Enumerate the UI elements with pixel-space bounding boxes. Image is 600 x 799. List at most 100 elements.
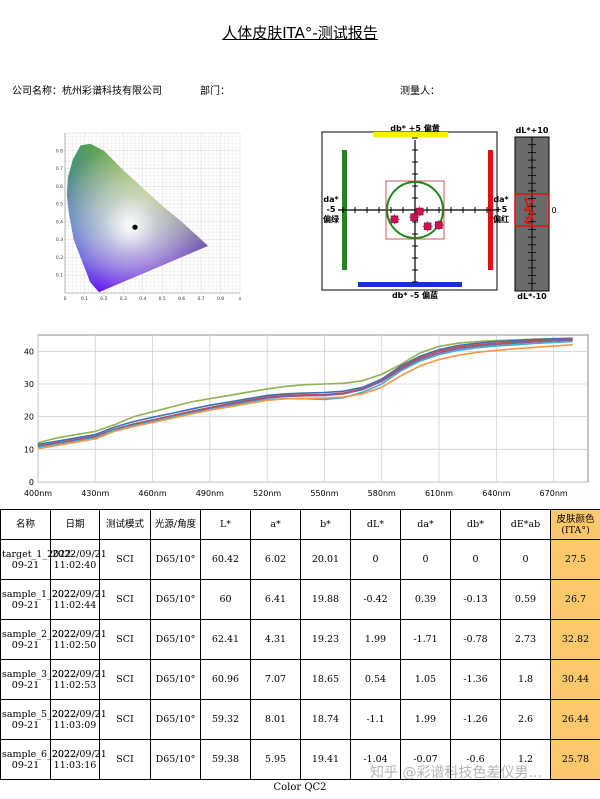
cie-x-tick-label: 0.6	[178, 296, 185, 302]
table-cell-dL: -1.04	[350, 739, 401, 780]
table-cell-b: 19.41	[300, 739, 351, 780]
table-cell-mode: SCI	[99, 699, 151, 740]
cie-axes: 0 0.1 0.2 0.3 0.4 0.5 0.6 0.7 0.8 x 0.8 0.7 0.6 0.5 0.…	[56, 133, 242, 302]
y-tick-label: 0	[29, 478, 34, 487]
table-cell-L: 59.38	[200, 739, 251, 780]
table-cell-dE: 0.59	[500, 579, 551, 620]
x-tick-label: 400nm	[24, 489, 52, 498]
table-cell-ita: 30.44	[550, 659, 600, 700]
column-header: a*	[250, 509, 301, 540]
da-plus-label-1: da*	[493, 195, 509, 204]
table-header-row: 名称 日期 测试模式 光源/角度 L* a* b* dL* da* db* dE*ab 皮肤颜色(IT…	[0, 509, 600, 540]
table-body: target_1_2022-09-21 2022/09/21 11:02:40 SC…	[0, 539, 600, 780]
table-cell-da: 1.05	[400, 659, 451, 700]
spectral-series-line	[37, 339, 573, 448]
y-tick-label: 20	[24, 413, 34, 422]
table-cell-a: 6.02	[250, 539, 301, 580]
sample-marker	[435, 221, 443, 229]
table-cell-date: 2022/09/21 11:02:40	[50, 539, 107, 580]
column-header: L*	[200, 509, 251, 540]
dl-minus-label: dL*-10	[517, 292, 547, 301]
cie-y-tick-label: 0.4	[56, 219, 63, 225]
table-cell-b: 19.88	[300, 579, 351, 620]
table-cell-date: 2022/09/21 11:02:50	[50, 619, 107, 660]
measurement-table: 名称 日期 测试模式 光源/角度 L* a* b* dL* da* db* dE*ab 皮肤颜色(IT…	[0, 509, 600, 780]
table-cell-name: sample_5_2022-09-21	[0, 699, 79, 740]
table-cell-mode: SCI	[99, 619, 151, 660]
blue-bar	[358, 282, 462, 287]
da-plus-label-3: 偏红	[493, 214, 509, 224]
table-row: sample_3_2022-09-21 2022/09/21 11:02:53 SC…	[0, 659, 600, 700]
dl-zero-label: 0	[551, 206, 556, 215]
spectral-labels: 0 10 20 30 40 400nm 430nm 460nm 490nm 520nm 550nm 5…	[24, 347, 568, 498]
table-cell-L: 60.42	[200, 539, 251, 580]
table-row: sample_2_2022-09-21 2022/09/21 11:02:50 SC…	[0, 619, 600, 660]
cie-gamut	[66, 143, 208, 293]
db-plus-label: db* +5 偏黄	[390, 123, 439, 133]
y-tick-label: 30	[24, 380, 34, 389]
column-header: da*	[400, 509, 451, 540]
table-cell-dE: 0	[500, 539, 551, 580]
cie-y-tick-label: 0.1	[56, 273, 63, 279]
table-cell-ita: 26.44	[550, 699, 600, 740]
table-cell-name: target_1_2022-09-21	[0, 539, 74, 580]
table-cell-L: 59.32	[200, 699, 251, 740]
sample-marker	[390, 215, 399, 224]
y-tick-label: 40	[24, 347, 34, 356]
table-cell-dL: -0.42	[350, 579, 401, 620]
cie-x-tick-label: 0.5	[159, 296, 166, 302]
table-cell-dL: -1.1	[350, 699, 401, 740]
table-cell-dL: 0	[350, 539, 401, 580]
x-tick-label: 610nm	[425, 489, 453, 498]
dl-ticks	[528, 136, 536, 292]
table-cell-illum: D65/10°	[150, 659, 201, 700]
column-header: 名称	[0, 509, 51, 540]
table-cell-ita: 27.5	[550, 539, 600, 580]
table-cell-dE: 2.73	[500, 619, 551, 660]
column-header: dL*	[350, 509, 401, 540]
table-cell-da: -0.07	[400, 739, 451, 780]
diff-svg: db* +5 偏黄 db* -5 偏蓝 da* -5 偏绿 da* +5 偏红 …	[321, 123, 557, 301]
cie-x-tick-label: 0.1	[81, 296, 88, 302]
db-minus-label: db* -5 偏蓝	[392, 290, 438, 300]
table-cell-illum: D65/10°	[150, 619, 201, 660]
cie-x-tick-label: 0.3	[120, 296, 127, 302]
table-row: sample_1_2022-09-21 2022/09/21 11:02:44 SC…	[0, 579, 600, 620]
yellow-bar	[373, 132, 448, 137]
table-cell-date: 2022/09/21 11:03:16	[50, 739, 107, 780]
cie-x-tick-label: 0.7	[198, 296, 205, 302]
cie-svg: 0 0.1 0.2 0.3 0.4 0.5 0.6 0.7 0.8 x 0.8 0.7 0.6 0.5 0.…	[56, 132, 242, 302]
column-header: 日期	[50, 509, 100, 540]
table-cell-db: -0.78	[450, 619, 501, 660]
table-cell-date: 2022/09/21 11:02:44	[50, 579, 107, 620]
table-cell-illum: D65/10°	[150, 579, 201, 620]
table-cell-illum: D65/10°	[150, 539, 201, 580]
table-cell-name: sample_2_2022-09-21	[0, 619, 79, 660]
company-label: 公司名称：杭州彩谱科技有限公司	[12, 86, 162, 97]
table-row: target_1_2022-09-21 2022/09/21 11:02:40 SC…	[0, 539, 600, 580]
column-header: 光源/角度	[150, 509, 201, 540]
table-cell-a: 6.41	[250, 579, 301, 620]
cie-x-tick-label: 0.8	[217, 296, 224, 302]
table-cell-a: 8.01	[250, 699, 301, 740]
footer-text: Color QC2	[273, 782, 327, 793]
table-cell-a: 7.07	[250, 659, 301, 700]
spectral-series-line	[37, 337, 573, 444]
sample-marker	[415, 207, 424, 216]
x-tick-label: 430nm	[81, 489, 109, 498]
cie-x-tick-label: 0.2	[100, 296, 107, 302]
sample-marker	[410, 213, 418, 221]
dl-plus-label: dL*+10	[516, 126, 549, 135]
table-cell-L: 60.96	[200, 659, 251, 700]
watermark: 知乎 @彩谱科技色差仪男...	[370, 765, 542, 781]
cie-x-tick-label: 0	[64, 296, 67, 302]
table-cell-da: 1.99	[400, 699, 451, 740]
color-difference-plot: db* +5 偏黄 db* -5 偏蓝 da* -5 偏绿 da* +5 偏红 …	[318, 122, 558, 302]
da-minus-label-3: 偏绿	[323, 214, 340, 224]
department-label: 部门：	[200, 86, 230, 97]
column-header: b*	[300, 509, 351, 540]
table-cell-b: 20.01	[300, 539, 351, 580]
table-cell-db: -0.13	[450, 579, 501, 620]
table-cell-ita: 25.78	[550, 739, 600, 780]
table-cell-dL: 0.54	[350, 659, 401, 700]
